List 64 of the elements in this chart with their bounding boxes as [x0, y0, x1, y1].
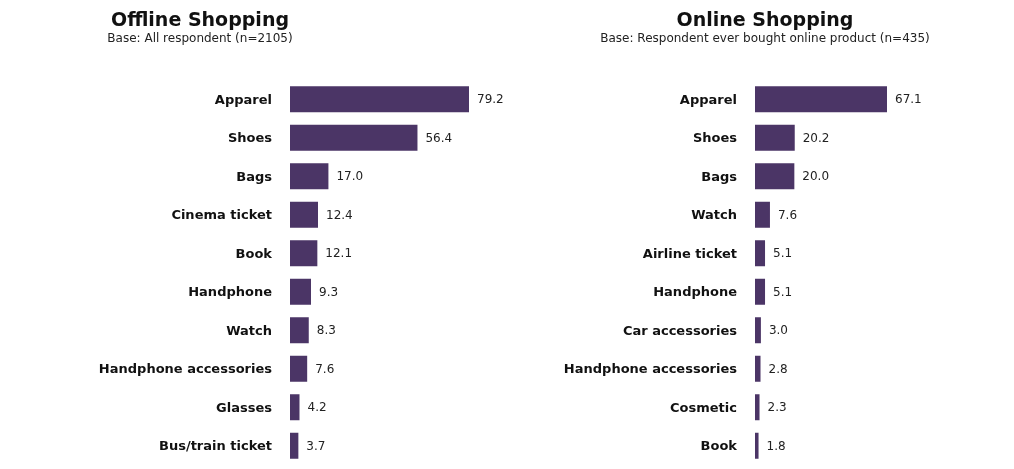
data-label: 7.6	[777, 207, 798, 222]
y-tick-label: Watch	[691, 207, 737, 223]
bar	[755, 86, 887, 113]
chart-title: Online Shopping	[676, 7, 854, 30]
bar	[290, 201, 319, 228]
data-label: 3.7	[306, 438, 326, 453]
data-label: 20.0	[802, 169, 830, 184]
y-tick-label: Handphone accessories	[98, 361, 273, 377]
data-label: 20.2	[802, 130, 830, 145]
data-label: 17.0	[336, 169, 364, 184]
data-label: 4.2	[307, 400, 327, 415]
bar	[290, 278, 312, 305]
data-label: 12.4	[326, 207, 353, 222]
bar	[290, 432, 299, 459]
y-tick-label: Car accessories	[622, 322, 738, 338]
y-tick-label: Handphone accessories	[563, 361, 738, 377]
data-label: 12.1	[325, 246, 353, 261]
data-label: 79.2	[477, 92, 504, 107]
y-tick-label: Handphone	[653, 284, 738, 300]
bar	[755, 163, 795, 190]
bar	[755, 394, 760, 421]
chart-title: Offline Shopping	[110, 7, 290, 30]
y-tick-label: Glasses	[216, 399, 273, 415]
bar	[290, 124, 418, 151]
y-tick-label: Bags	[236, 168, 273, 184]
y-tick-label: Cinema ticket	[171, 207, 272, 223]
bar	[290, 394, 300, 421]
data-label: 5.1	[773, 284, 793, 299]
y-tick-label: Shoes	[692, 130, 738, 146]
data-label: 56.4	[425, 130, 453, 145]
bar	[290, 86, 469, 113]
data-label: 1.8	[766, 438, 786, 453]
bar	[755, 317, 761, 344]
y-tick-label: Apparel	[214, 91, 272, 107]
data-label: 2.8	[768, 361, 788, 376]
chart-subtitle: Base: All respondent (n=2105)	[107, 31, 293, 45]
data-label: 67.1	[895, 92, 922, 107]
y-tick-label: Handphone	[188, 284, 273, 300]
bar	[755, 124, 795, 151]
y-tick-label: Apparel	[679, 91, 737, 107]
bar	[755, 201, 770, 228]
bar	[290, 355, 308, 382]
bar	[755, 240, 766, 267]
data-label: 3.0	[768, 323, 788, 338]
data-label: 9.3	[319, 284, 339, 299]
bar	[755, 278, 766, 305]
data-label: 2.3	[767, 400, 787, 415]
y-tick-label: Cosmetic	[670, 399, 737, 415]
data-label: 7.6	[315, 361, 335, 376]
y-tick-label: Book	[235, 245, 273, 261]
chart-subtitle: Base: Respondent ever bought online product (n=435)	[600, 31, 930, 45]
y-tick-label: Shoes	[227, 130, 273, 146]
bar	[290, 163, 329, 190]
bar	[290, 240, 318, 267]
y-tick-label: Bus/train ticket	[159, 438, 272, 454]
bar	[755, 355, 761, 382]
y-tick-label: Airline ticket	[642, 245, 737, 261]
data-label: 5.1	[773, 246, 793, 261]
y-tick-label: Book	[700, 438, 738, 454]
data-label: 8.3	[316, 323, 336, 338]
y-tick-label: Bags	[701, 168, 738, 184]
bar	[755, 432, 759, 459]
bar	[290, 317, 309, 344]
y-tick-label: Watch	[226, 322, 272, 338]
